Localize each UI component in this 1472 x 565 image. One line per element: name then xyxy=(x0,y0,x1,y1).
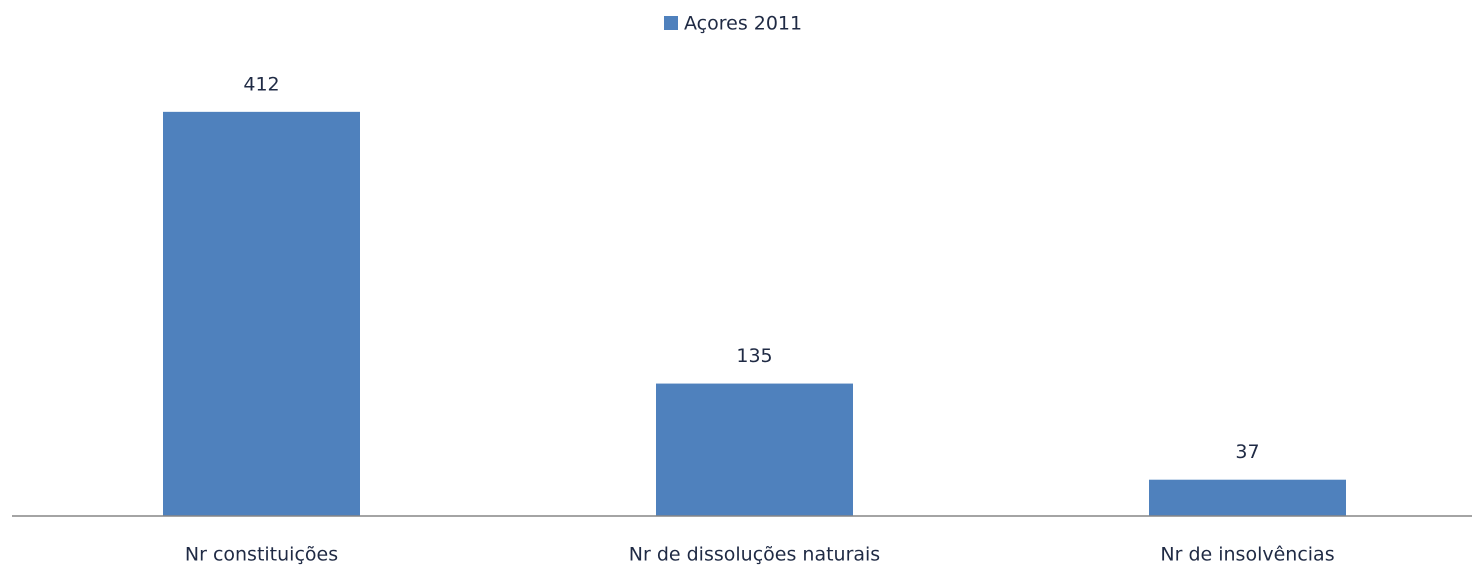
bar xyxy=(656,383,853,516)
bar xyxy=(163,111,360,516)
x-tick-label: Nr de dissoluções naturais xyxy=(629,544,880,565)
bar xyxy=(1149,479,1346,516)
legend-swatch xyxy=(664,16,678,30)
data-label: 412 xyxy=(243,73,279,95)
x-tick-label: Nr de insolvências xyxy=(1160,544,1334,565)
data-label: 135 xyxy=(736,345,772,367)
legend-label: Açores 2011 xyxy=(684,13,802,35)
data-label: 37 xyxy=(1235,441,1259,463)
x-tick-label: Nr constituições xyxy=(185,544,338,565)
